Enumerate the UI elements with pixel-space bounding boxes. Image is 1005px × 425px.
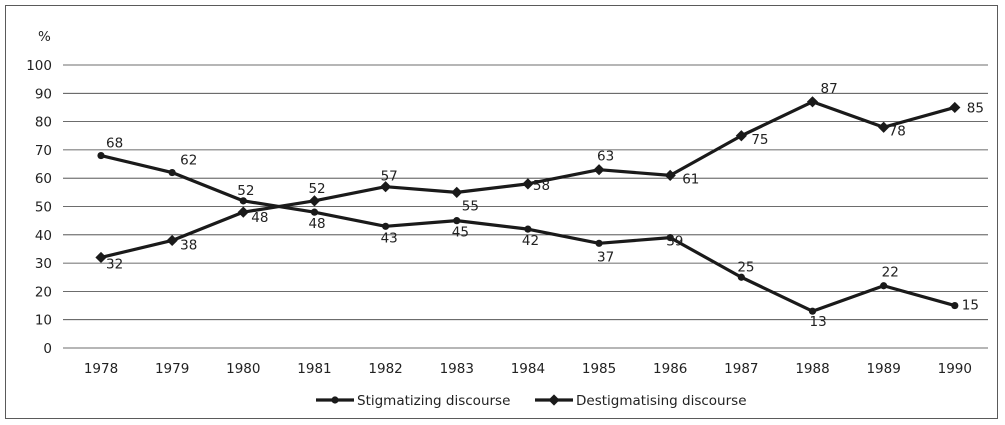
legend-item-2: Destigmatising discourse (535, 393, 747, 409)
data-point (451, 186, 463, 198)
data-point (453, 217, 461, 225)
y-tick-label: 100 (26, 58, 52, 74)
x-tick-label: 1978 (84, 361, 118, 377)
data-point (806, 96, 819, 108)
data-point (310, 208, 319, 216)
data-point (168, 168, 176, 177)
data-point (308, 195, 321, 207)
x-tick-label: 1988 (795, 361, 829, 377)
data-point (880, 282, 888, 290)
x-tick-label: 1990 (938, 361, 972, 377)
x-axis-ticks: 1978 1979 1980 1981 1982 1983 1984 1985 1986 1987… (84, 361, 972, 377)
x-tick-label: 1986 (653, 361, 687, 377)
data-point (524, 225, 532, 233)
y-tick-label: 40 (35, 228, 52, 244)
legend-marker (548, 394, 560, 406)
data-label: 75 (751, 132, 768, 148)
data-point (664, 169, 676, 181)
data-label: 87 (821, 81, 838, 97)
data-point (237, 206, 249, 218)
series-layer (95, 96, 961, 315)
data-label: 48 (308, 216, 325, 232)
x-tick-label: 1983 (440, 361, 474, 377)
x-tick-label: 1979 (155, 361, 189, 377)
x-tick-label: 1984 (511, 361, 545, 377)
y-tick-label: 10 (35, 313, 52, 329)
legend-marker (331, 396, 339, 404)
y-tick-label: 30 (35, 256, 52, 272)
data-label: 48 (251, 210, 268, 226)
data-label: 52 (308, 181, 325, 197)
data-label: 22 (882, 265, 899, 281)
data-point (735, 130, 747, 142)
data-label: 68 (106, 136, 123, 152)
legend: Stigmatizing discourse Destigmatising dis… (316, 393, 747, 409)
data-label: 55 (462, 198, 479, 214)
data-point (595, 239, 603, 247)
y-axis-ticks: 0 10 20 30 40 50 60 70 80 90 100 (26, 58, 52, 357)
x-tick-label: 1989 (866, 361, 900, 377)
data-label: 62 (180, 153, 197, 169)
data-point (95, 251, 107, 264)
y-tick-label: 70 (35, 143, 52, 159)
y-tick-label: 0 (43, 341, 52, 357)
y-tick-label: 90 (35, 86, 52, 102)
data-label: 13 (810, 314, 827, 330)
data-point (949, 101, 961, 114)
data-label: 32 (106, 256, 123, 272)
data-label: 57 (381, 169, 398, 185)
x-tick-label: 1981 (297, 361, 331, 377)
data-label: 78 (889, 123, 906, 139)
data-label: 61 (682, 171, 699, 187)
y-tick-label: 50 (35, 200, 52, 216)
series-1 (97, 151, 959, 315)
data-label: 38 (180, 237, 197, 253)
data-point (593, 164, 605, 176)
series-2 (95, 96, 961, 264)
data-point (666, 234, 674, 242)
gridlines (63, 64, 988, 349)
data-label: 39 (666, 234, 683, 250)
chart-frame (5, 5, 998, 419)
data-label: 25 (737, 259, 754, 275)
y-tick-label: 20 (35, 284, 52, 300)
data-label: 52 (237, 183, 254, 199)
data-point (380, 181, 392, 193)
data-labels: 68 62 52 48 43 45 42 37 39 25 13 22 15 32 38 48 52 57 55 58… (106, 81, 984, 330)
data-label: 43 (381, 230, 398, 246)
x-tick-label: 1980 (226, 361, 260, 377)
data-point (522, 178, 534, 190)
data-label: 42 (522, 233, 539, 249)
legend-label: Stigmatizing discourse (357, 393, 510, 409)
data-label: 45 (452, 225, 469, 241)
legend-label: Destigmatising discourse (576, 393, 747, 409)
x-tick-label: 1985 (582, 361, 616, 377)
y-tick-label: 60 (35, 171, 52, 187)
y-tick-label: 80 (35, 115, 52, 131)
data-point (239, 197, 247, 205)
y-axis-label: % (38, 29, 51, 45)
data-point (878, 121, 890, 133)
data-label: 63 (597, 149, 614, 165)
data-label: 58 (533, 178, 550, 194)
data-point (951, 301, 959, 310)
data-point (382, 222, 390, 230)
data-point (97, 151, 105, 160)
data-point (166, 234, 178, 247)
data-point (737, 273, 745, 281)
data-label: 85 (967, 100, 984, 116)
legend-item-1: Stigmatizing discourse (316, 393, 510, 409)
x-tick-label: 1987 (724, 361, 758, 377)
data-point (808, 307, 817, 315)
x-tick-label: 1982 (368, 361, 402, 377)
data-label: 37 (597, 249, 614, 265)
data-label: 15 (962, 298, 979, 314)
